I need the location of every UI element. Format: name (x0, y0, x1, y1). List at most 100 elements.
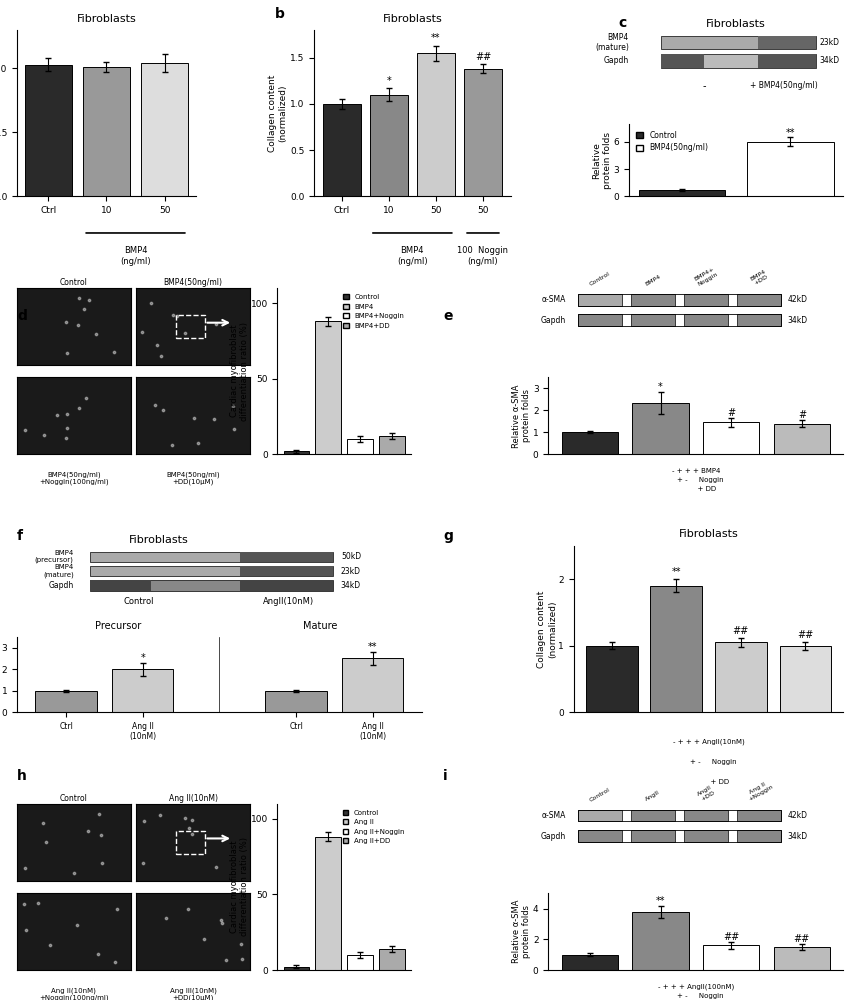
Text: AngII(10nM): AngII(10nM) (262, 597, 314, 606)
Bar (650, 586, 702, 712)
Point (165, 437, 179, 453)
Bar (343, 658, 404, 712)
Text: **: ** (671, 567, 681, 577)
Point (93, 806, 106, 822)
Bar (323, 104, 360, 196)
FancyBboxPatch shape (90, 552, 333, 562)
Bar (141, 63, 187, 196)
Point (60, 406, 74, 422)
Text: Control: Control (589, 271, 611, 287)
Text: **: ** (368, 642, 377, 652)
Bar (36, 691, 97, 712)
Text: Control: Control (124, 597, 153, 606)
Text: AngII
+DD: AngII +DD (697, 785, 716, 802)
Text: c: c (618, 16, 626, 30)
Point (60, 345, 74, 361)
Point (60, 314, 73, 330)
Point (159, 910, 173, 926)
Point (19, 422, 32, 438)
Title: Control: Control (60, 278, 88, 287)
Point (59, 430, 72, 446)
Point (182, 820, 196, 836)
Title: Control: Control (60, 794, 88, 803)
FancyBboxPatch shape (631, 294, 676, 306)
Text: Ang II(10nM)
+Noggin(100ng/ml): Ang II(10nM) +Noggin(100ng/ml) (39, 987, 109, 1000)
FancyBboxPatch shape (684, 314, 728, 326)
Bar (561, 432, 619, 454)
Text: + BMP4(50ng/ml): + BMP4(50ng/ml) (750, 81, 817, 90)
FancyBboxPatch shape (578, 810, 622, 821)
FancyBboxPatch shape (239, 566, 333, 576)
Point (39, 834, 53, 850)
Bar (370, 95, 407, 196)
FancyBboxPatch shape (661, 54, 815, 68)
Point (60, 420, 74, 436)
Point (78, 301, 91, 317)
FancyBboxPatch shape (631, 830, 676, 842)
Point (210, 859, 223, 875)
Text: 34kD: 34kD (787, 832, 808, 841)
Text: Gapdh: Gapdh (541, 832, 566, 841)
FancyBboxPatch shape (757, 54, 815, 68)
Text: g: g (443, 529, 453, 543)
Bar (26, 65, 72, 196)
Text: *: * (387, 76, 391, 86)
FancyBboxPatch shape (90, 580, 151, 591)
Point (209, 316, 222, 332)
FancyBboxPatch shape (578, 314, 622, 326)
Bar (774, 947, 830, 970)
Bar (586, 646, 637, 712)
Point (198, 931, 211, 947)
Bar (315, 321, 341, 454)
Text: 50kD: 50kD (341, 552, 361, 561)
FancyBboxPatch shape (661, 54, 704, 68)
Bar (379, 436, 405, 454)
Bar (715, 642, 767, 712)
Text: f: f (17, 529, 23, 543)
Bar (266, 691, 327, 712)
Bar (315, 837, 341, 970)
Point (82, 292, 95, 308)
Y-axis label: Relative α-SMA
protein folds: Relative α-SMA protein folds (512, 384, 532, 448)
Text: b: b (274, 7, 285, 21)
Point (234, 951, 248, 967)
Text: Gapdh: Gapdh (603, 56, 629, 65)
Text: BMP4+
Noggin: BMP4+ Noggin (694, 266, 719, 287)
Text: BMP4
+DD: BMP4 +DD (749, 269, 769, 287)
Title: BMP4(50ng/ml): BMP4(50ng/ml) (164, 278, 222, 287)
Text: #: # (797, 410, 806, 420)
Point (37, 427, 50, 443)
FancyBboxPatch shape (737, 810, 781, 821)
Point (170, 308, 184, 324)
Point (148, 397, 162, 413)
Point (234, 936, 248, 952)
Point (215, 912, 228, 928)
Point (71, 917, 84, 933)
Point (107, 344, 121, 360)
Point (43, 937, 56, 953)
Bar (284, 451, 309, 454)
Text: Gapdh: Gapdh (541, 316, 566, 325)
Title: Ang II(10nM): Ang II(10nM) (169, 794, 217, 803)
Point (136, 855, 150, 871)
Point (72, 400, 86, 416)
Text: e: e (443, 309, 452, 323)
Point (92, 946, 106, 962)
Text: ##: ## (733, 626, 749, 636)
Title: Fibroblasts: Fibroblasts (383, 14, 442, 24)
Point (220, 952, 233, 968)
Point (72, 290, 86, 306)
Text: **: ** (656, 896, 665, 906)
Legend: Control, BMP4, BMP4+Noggin, BMP4+DD: Control, BMP4, BMP4+Noggin, BMP4+DD (341, 291, 407, 331)
Text: α-SMA: α-SMA (542, 295, 566, 304)
FancyBboxPatch shape (90, 566, 333, 576)
Text: - + + + AngII(10nM): - + + + AngII(10nM) (673, 739, 745, 745)
Text: + DD: + DD (676, 486, 717, 492)
Text: - + + + BMP4: - + + + BMP4 (671, 468, 720, 474)
Point (185, 812, 199, 828)
Text: d: d (17, 309, 27, 323)
Point (36, 815, 49, 831)
Point (153, 807, 167, 823)
Text: Gapdh: Gapdh (49, 581, 74, 590)
FancyBboxPatch shape (737, 830, 781, 842)
